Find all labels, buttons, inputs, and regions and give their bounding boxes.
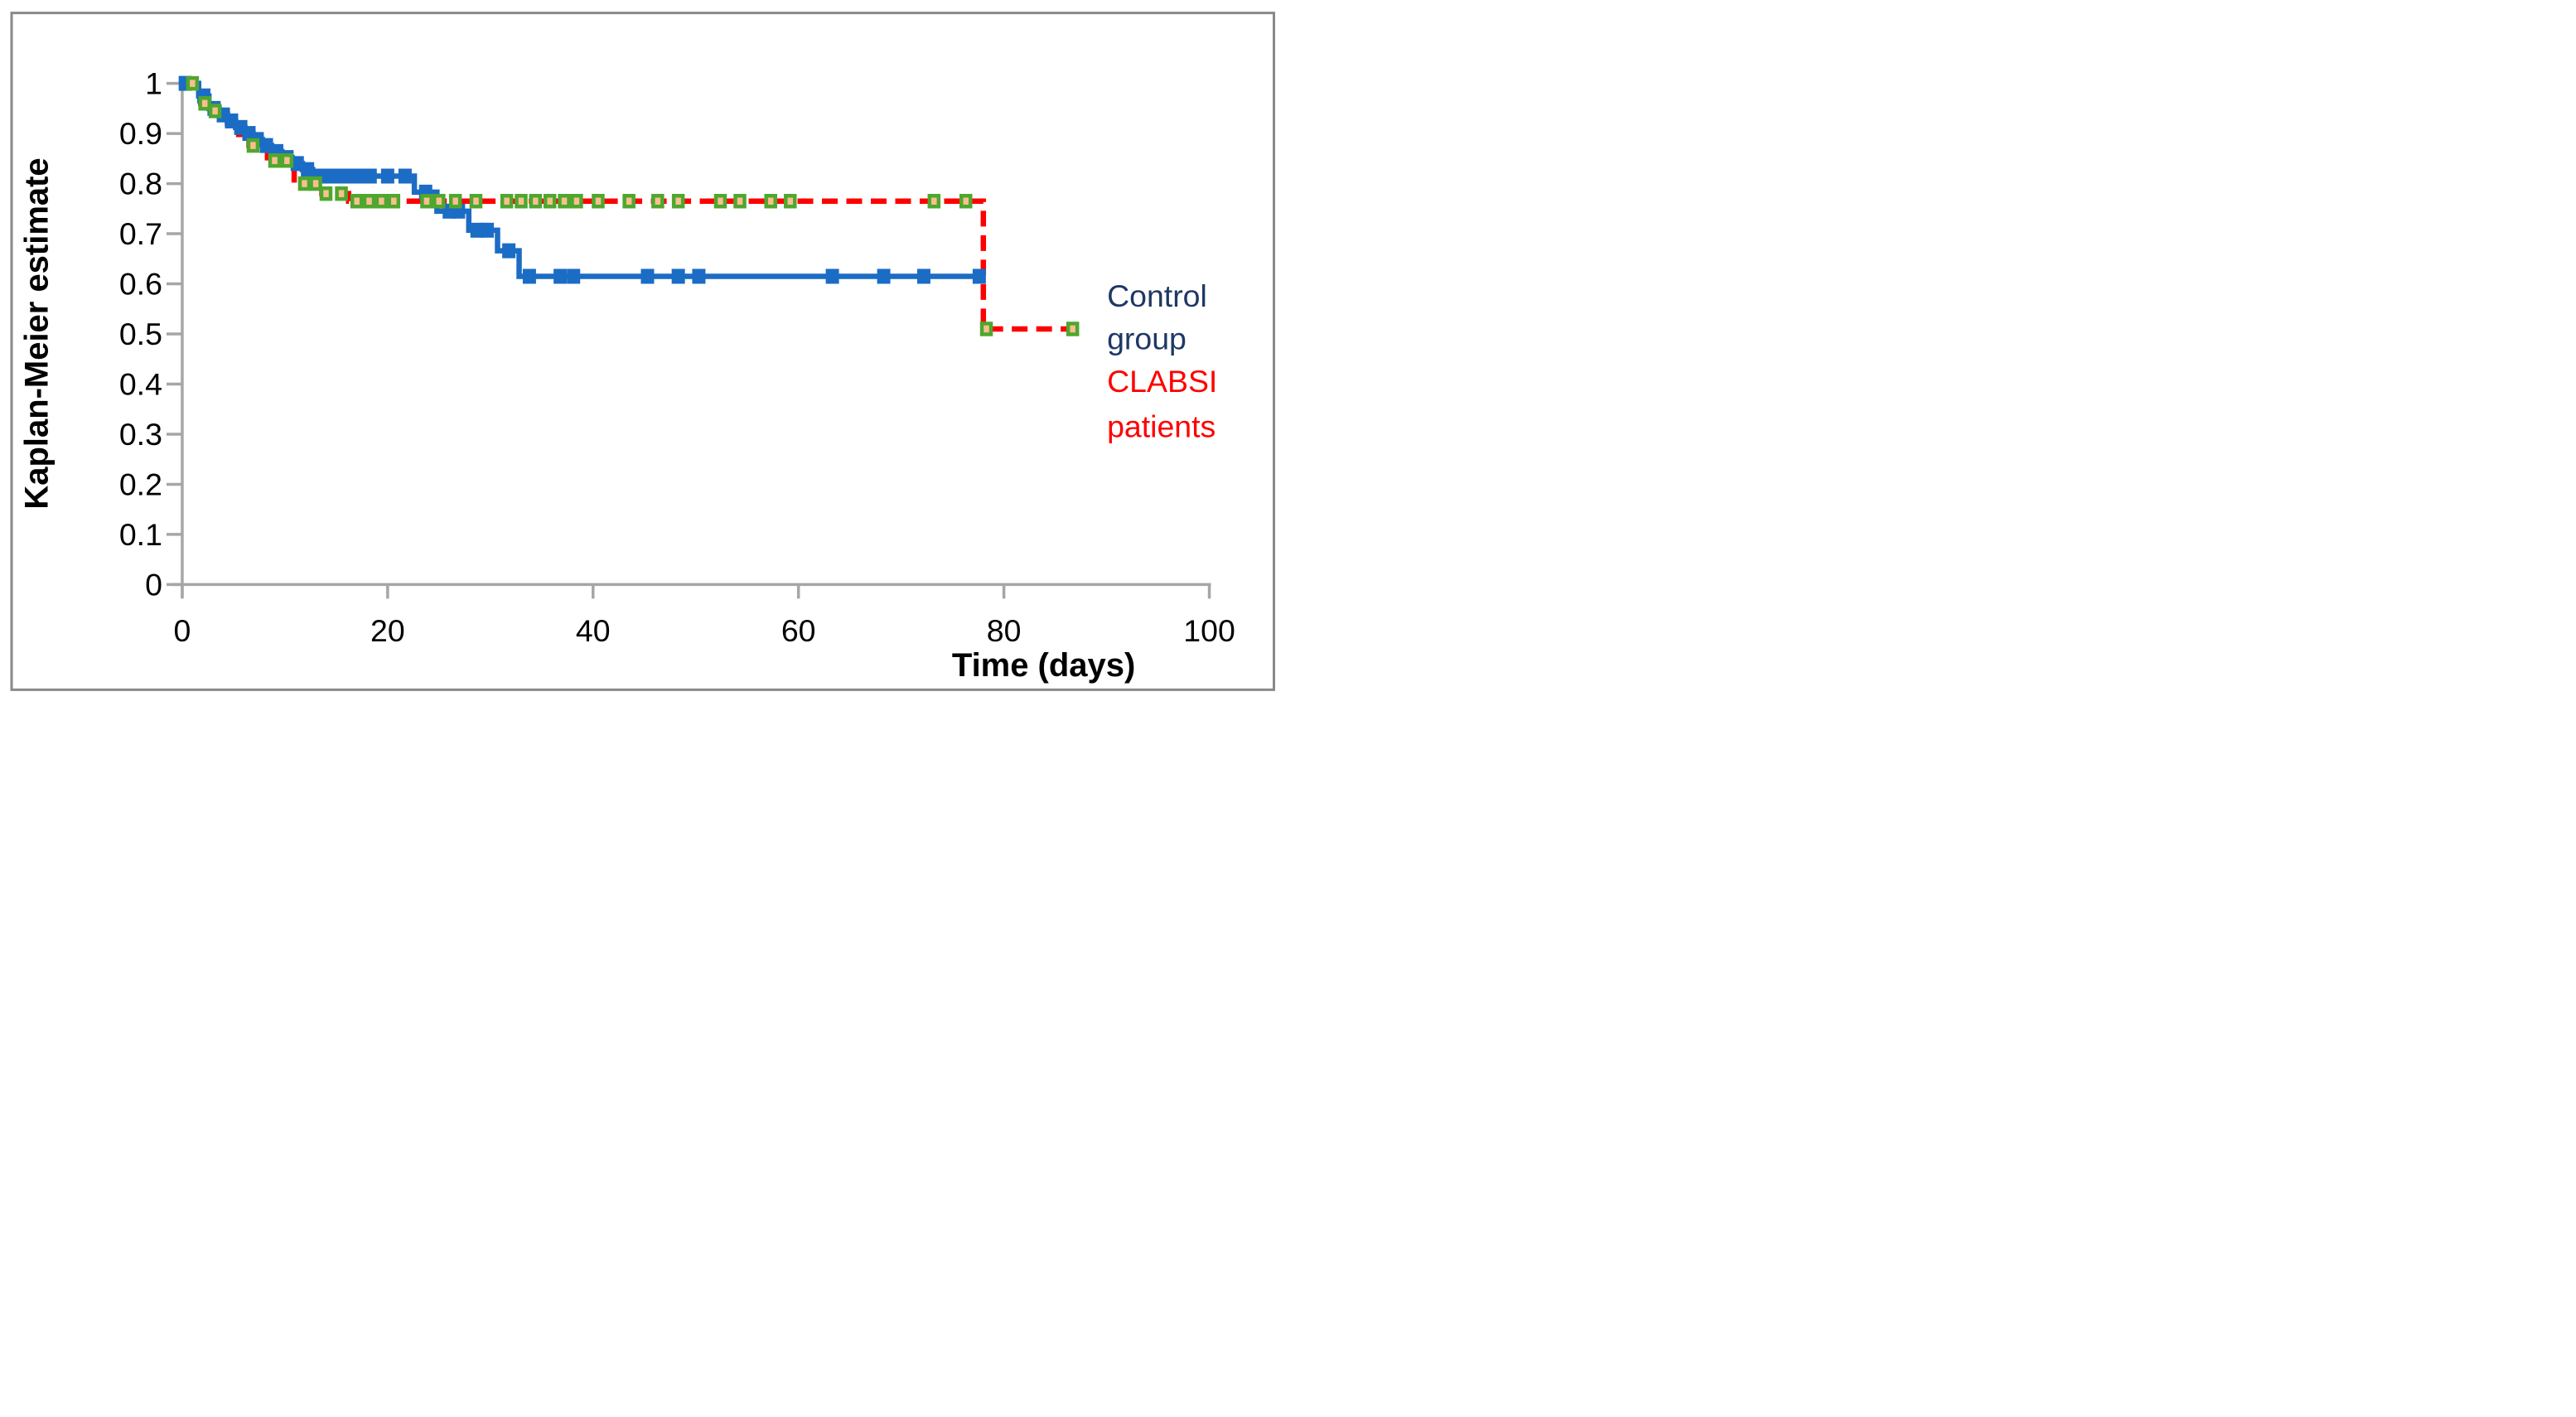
clabsi-censor-marker [927, 193, 941, 209]
clabsi-censor-marker [268, 152, 282, 168]
clabsi-censor-marker [570, 193, 583, 209]
clabsi-censor-marker [515, 193, 528, 209]
y-tick-label: 0.5 [119, 317, 162, 351]
x-tick-label: 0 [174, 613, 191, 648]
control-censor-marker [470, 222, 484, 238]
y-tick-label: 0.3 [119, 417, 162, 452]
clabsi-censor-marker [309, 176, 322, 191]
control-censor-marker [363, 168, 377, 184]
tick-labels: 1 0.9 0.8 0.7 0.6 0.5 0.4 0.3 0.2 0.1 00 20 40 60 80 10… [119, 66, 1235, 648]
control-censor-marker [877, 268, 891, 284]
x-axis-title: Time (days) [952, 647, 1135, 684]
clabsi-censor-markers [186, 75, 1080, 336]
clabsi-censor-marker [713, 193, 727, 209]
control-censor-marker [502, 243, 516, 259]
x-tick-label: 100 [1183, 613, 1235, 648]
clabsi-censor-marker [959, 193, 973, 209]
axes [166, 80, 1211, 599]
clabsi-censor-marker [350, 193, 364, 209]
legend-control-line1: Control [1107, 278, 1207, 313]
x-tick-label: 40 [576, 613, 611, 648]
control-censor-marker [522, 268, 536, 284]
clabsi-censor-marker [387, 193, 401, 209]
clabsi-censor-marker [186, 75, 200, 91]
clabsi-censor-marker [297, 176, 312, 191]
clabsi-censor-marker [733, 193, 747, 209]
clabsi-censor-marker [208, 104, 222, 118]
legend-control-line2: group [1107, 322, 1187, 356]
control-censor-marker [640, 268, 655, 284]
clabsi-censor-marker [375, 193, 389, 209]
clabsi-censor-marker [784, 193, 797, 209]
control-censor-marker [553, 268, 568, 284]
control-censor-marker [290, 156, 304, 172]
clabsi-censor-marker [979, 322, 993, 336]
clabsi-censor-marker [246, 138, 260, 153]
clabsi-censor-marker [433, 193, 446, 209]
control-censor-marker [301, 162, 315, 177]
km-figure: 1 0.9 0.8 0.7 0.6 0.5 0.4 0.3 0.2 0.1 0 0 20 40 60 80 10… [0, 0, 1288, 708]
clabsi-censor-marker [558, 193, 571, 209]
clabsi-censor-marker [671, 193, 685, 209]
clabsi-censor-marker [622, 193, 636, 209]
y-axis-title: Kaplan-Meier estimate [18, 157, 55, 509]
control-censor-marker [972, 268, 986, 284]
km-chart: 1 0.9 0.8 0.7 0.6 0.5 0.4 0.3 0.2 0.1 00 20 40 60 80 10… [10, 12, 1276, 691]
clabsi-censor-marker [420, 193, 433, 209]
control-censor-marker [398, 168, 412, 184]
clabsi-censor-marker [592, 193, 605, 209]
y-tick-label: 0.8 [119, 167, 162, 201]
y-tick-label: 0.6 [119, 267, 162, 302]
control-censor-marker [671, 268, 685, 284]
legend: Control group CLABSI patients [1107, 278, 1217, 443]
control-censor-marker [692, 268, 706, 284]
control-censor-marker [825, 268, 839, 284]
clabsi-censor-marker [543, 193, 557, 209]
x-tick-label: 80 [987, 613, 1022, 648]
figure-border [10, 12, 1276, 691]
y-tick-label: 0.4 [119, 366, 162, 401]
clabsi-censor-marker [651, 193, 665, 209]
y-tick-label: 0.1 [119, 517, 162, 552]
x-tick-label: 20 [370, 613, 405, 648]
control-censor-markers [178, 75, 986, 284]
control-censor-marker [481, 222, 495, 238]
legend-clabsi-line1: CLABSI [1107, 364, 1217, 399]
control-censor-marker [916, 268, 930, 284]
y-tick-label: 1 [145, 66, 162, 101]
clabsi-censor-marker [529, 193, 543, 209]
clabsi-censor-marker [1066, 322, 1080, 336]
clabsi-censor-marker [198, 96, 211, 111]
control-censor-marker [567, 268, 581, 284]
clabsi-censor-marker [469, 193, 483, 209]
y-tick-label: 0.9 [119, 116, 162, 151]
clabsi-censor-marker [319, 186, 333, 201]
y-tick-label: 0.2 [119, 467, 162, 501]
clabsi-censor-marker [764, 193, 777, 209]
control-censor-marker [259, 138, 273, 153]
control-censor-marker [380, 168, 394, 184]
y-tick-label: 0.7 [119, 216, 162, 251]
clabsi-censor-marker [362, 193, 376, 209]
clabsi-censor-marker [448, 193, 462, 209]
clabsi-censor-marker [500, 193, 514, 209]
clabsi-censor-marker [280, 152, 294, 168]
clabsi-censor-marker [335, 186, 348, 201]
y-tick-label: 0 [145, 567, 162, 602]
legend-clabsi-line2: patients [1107, 409, 1216, 443]
series-layer [178, 75, 1080, 336]
x-tick-label: 60 [781, 613, 816, 648]
